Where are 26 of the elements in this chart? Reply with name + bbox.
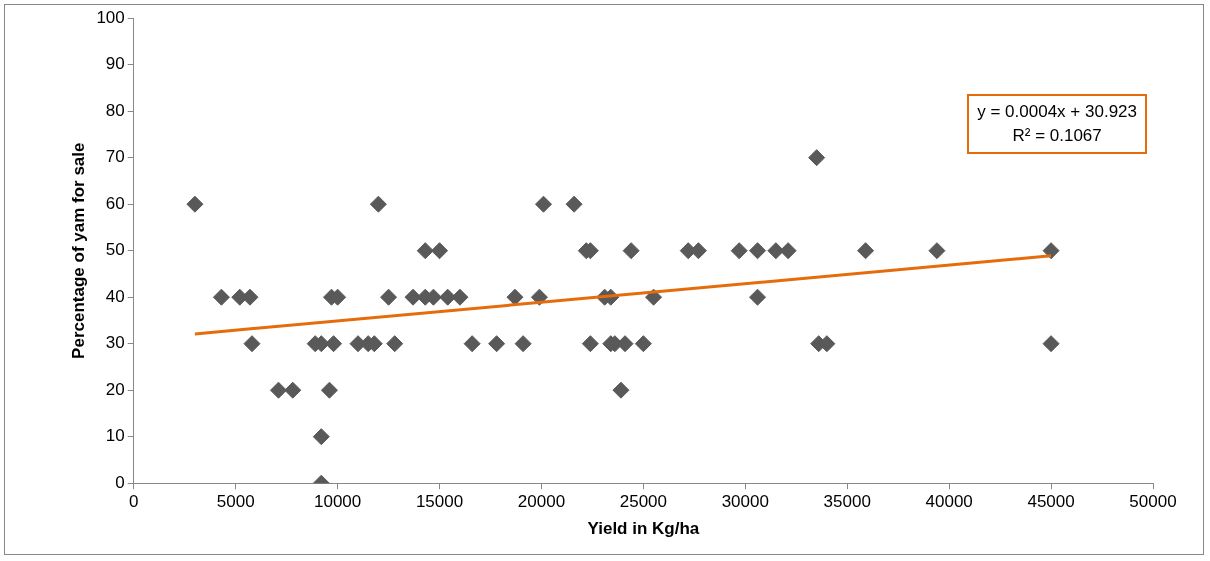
y-tick-label: 10 (105, 426, 125, 446)
x-tick-label: 20000 (517, 492, 566, 512)
y-tick-label: 80 (105, 100, 125, 120)
y-tick-label: 90 (105, 54, 125, 74)
annotation: R² = 0.1067 (1011, 125, 1103, 148)
y-tick-label: 70 (105, 147, 125, 167)
x-tick-label: 10000 (313, 492, 362, 512)
x-tick-label: 35000 (823, 492, 871, 512)
x-tick-label: 40000 (925, 492, 973, 512)
x-tick-label: 50000 (1129, 492, 1177, 512)
x-axis-title: Yield in Kg/ha (587, 519, 700, 539)
y-tick-label: 30 (105, 333, 125, 353)
x-tick-label: 30000 (721, 492, 769, 512)
y-tick-label: 50 (105, 240, 125, 260)
y-axis-title: Percentage of yam for sale (68, 142, 88, 359)
x-tick-label: 5000 (216, 492, 255, 512)
y-tick-label: 40 (105, 286, 125, 306)
x-tick-label: 15000 (415, 492, 464, 512)
y-tick-label: 100 (96, 7, 125, 27)
y-tick-label: 0 (115, 472, 125, 492)
x-tick-label: 0 (129, 492, 139, 512)
x-tick-label: 45000 (1027, 492, 1075, 512)
x-tick-label: 25000 (619, 492, 668, 512)
annotation: y = 0.0004x + 30.923 (977, 101, 1137, 124)
y-tick-label: 20 (105, 379, 125, 399)
y-tick-label: 60 (105, 193, 125, 213)
